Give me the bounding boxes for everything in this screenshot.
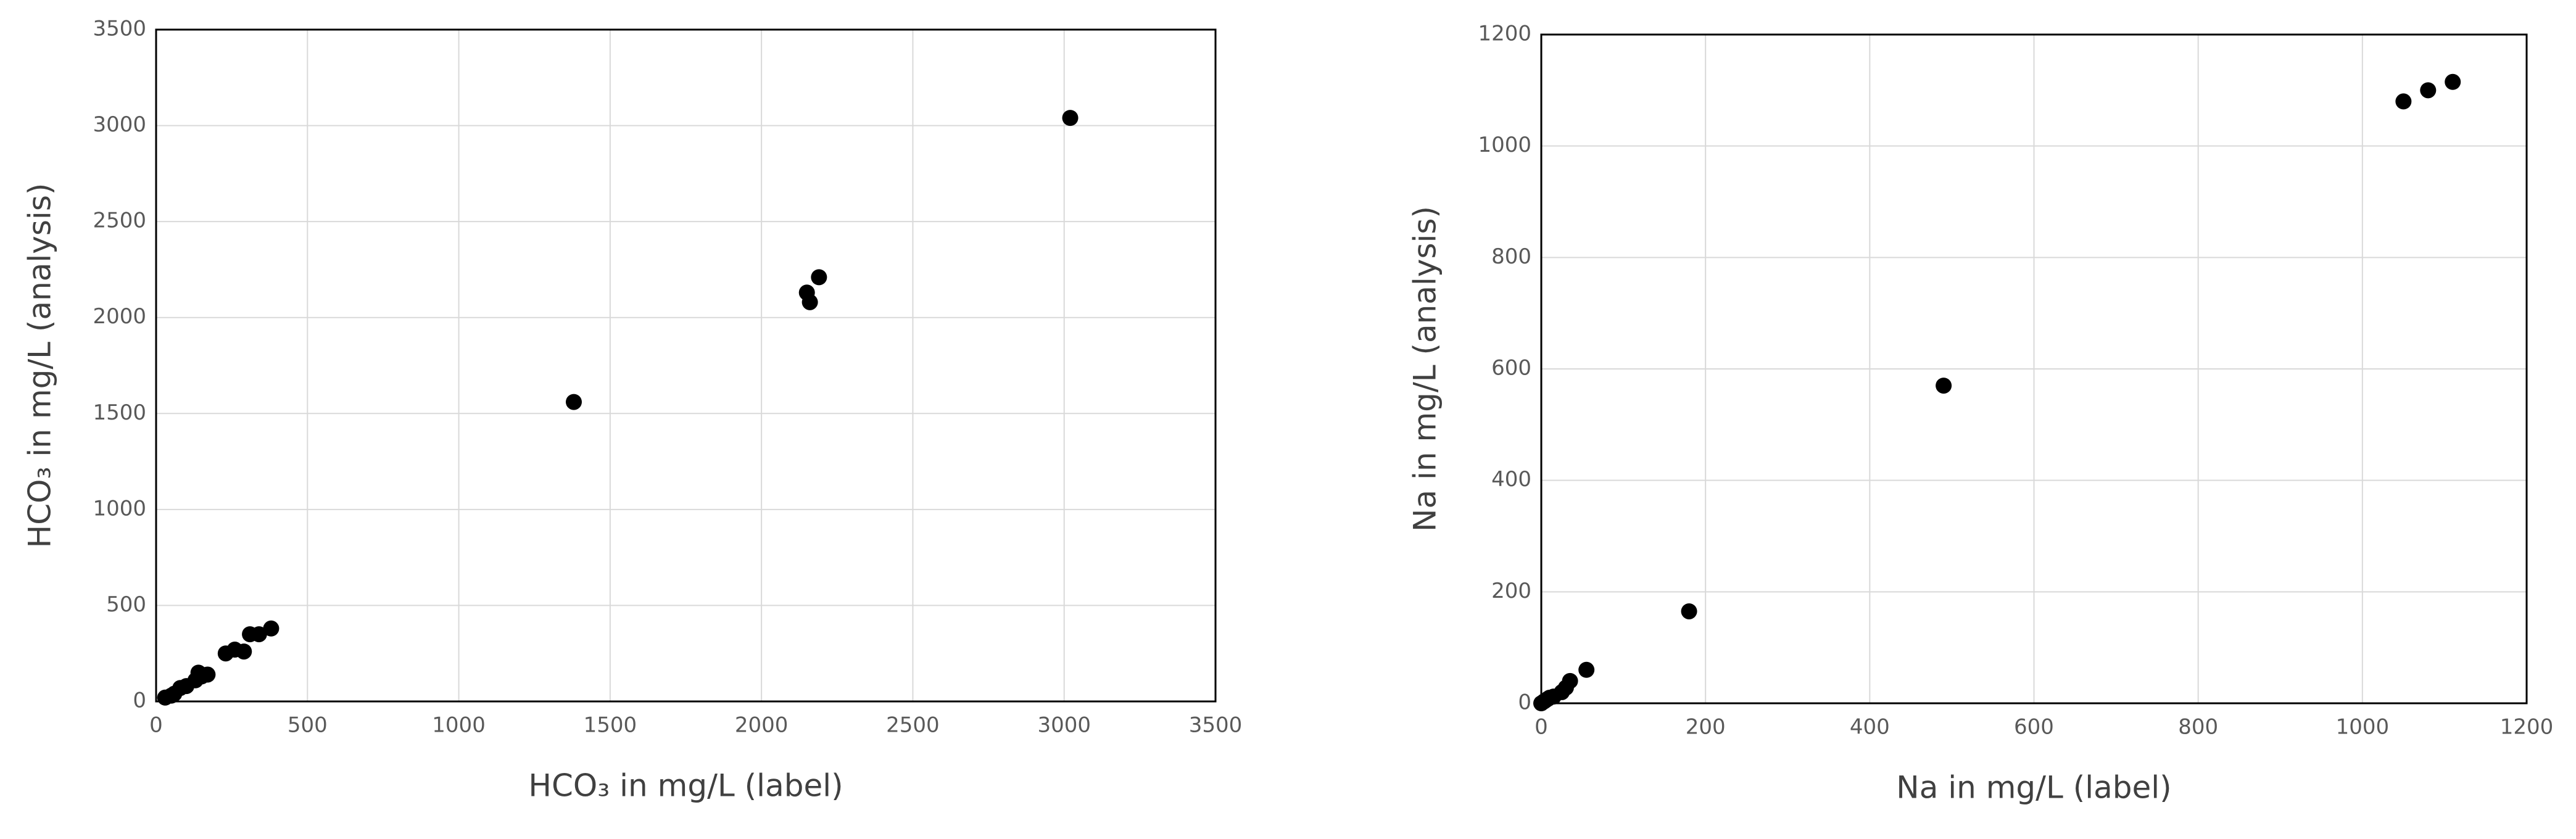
y-tick-label: 1500 [93, 400, 146, 425]
x-tick-label: 3000 [1037, 713, 1091, 738]
x-tick-label: 0 [149, 713, 163, 738]
x-tick-label: 1000 [2336, 715, 2390, 740]
x-tick-label: 200 [1686, 715, 1726, 740]
y-tick-label: 600 [1491, 356, 1531, 381]
point [2445, 73, 2461, 90]
x-tick-label: 400 [1850, 715, 1890, 740]
point [236, 643, 252, 660]
x-tick-label: 1200 [2500, 715, 2554, 740]
x-tick-label: 500 [288, 713, 328, 738]
x-axis-title: HCO₃ in mg/L (label) [528, 768, 843, 804]
y-tick-label: 0 [1518, 690, 1531, 715]
x-axis-title: Na in mg/L (label) [1896, 770, 2171, 806]
point [811, 269, 827, 286]
y-tick-label: 500 [106, 592, 146, 617]
point [2420, 82, 2437, 99]
y-tick-label: 200 [1491, 579, 1531, 603]
y-tick-label: 400 [1491, 467, 1531, 492]
y-tick-label: 0 [133, 688, 146, 713]
y-axis-title: Na in mg/L (analysis) [1407, 206, 1443, 532]
y-tick-label: 1000 [1478, 133, 1531, 157]
point [2395, 93, 2412, 110]
point [1936, 378, 1952, 394]
y-axis-title: HCO₃ in mg/L (analysis) [22, 183, 58, 548]
y-tick-label: 1000 [93, 496, 146, 521]
x-tick-label: 2000 [735, 713, 789, 738]
y-tick-label: 1200 [1478, 22, 1531, 46]
y-tick-label: 3500 [93, 17, 146, 41]
x-tick-label: 1000 [432, 713, 486, 738]
x-tick-label: 0 [1534, 715, 1548, 740]
point [263, 620, 280, 637]
y-tick-label: 2500 [93, 209, 146, 233]
y-tick-label: 2000 [93, 304, 146, 329]
x-tick-label: 2500 [886, 713, 940, 738]
x-tick-label: 3500 [1189, 713, 1243, 738]
point [1062, 110, 1079, 126]
y-tick-label: 3000 [93, 112, 146, 137]
point [199, 666, 216, 683]
point [1562, 672, 1578, 689]
point [801, 294, 818, 310]
x-tick-label: 800 [2178, 715, 2218, 740]
plot-border [1540, 33, 2528, 705]
point [1681, 603, 1697, 619]
x-tick-label: 600 [2014, 715, 2054, 740]
y-tick-label: 800 [1491, 244, 1531, 269]
point [1578, 661, 1595, 678]
point [251, 626, 267, 643]
point [565, 394, 582, 410]
plot-border [155, 28, 1217, 703]
x-tick-label: 1500 [584, 713, 637, 738]
